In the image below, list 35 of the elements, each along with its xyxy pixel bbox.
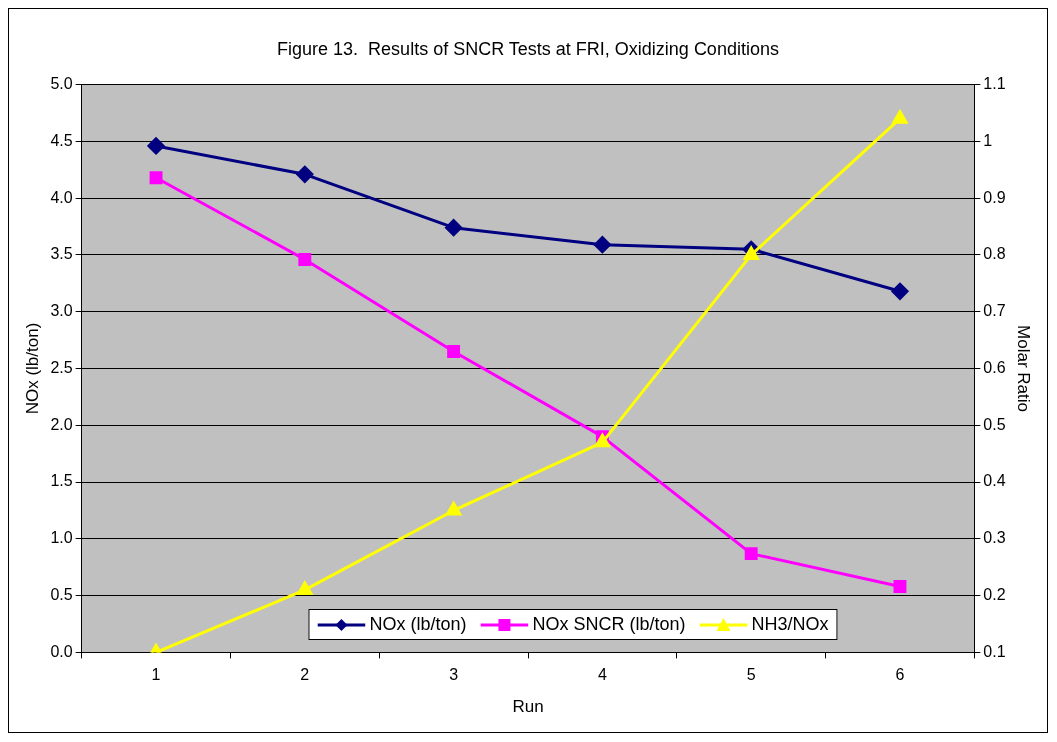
y-tick-label: 4.5 xyxy=(50,131,73,149)
y2-axis-title: Molar Ratio xyxy=(1014,325,1034,412)
y-tick-label: 3.0 xyxy=(50,302,73,320)
y2-tick-label: 0.4 xyxy=(983,472,1006,490)
y2-tick-label: 1.1 xyxy=(983,75,1006,93)
y2-tick-label: 0.3 xyxy=(983,529,1006,547)
chart-title: Figure 13. Results of SNCR Tests at FRI, Oxidizing Conditions xyxy=(277,38,779,59)
y-tick-label: 4.0 xyxy=(50,188,73,206)
y2-tick-label: 1 xyxy=(983,131,993,149)
legend-label: NH3/NOx xyxy=(751,614,829,636)
y2-tick-label: 0.6 xyxy=(983,358,1006,376)
y-tick-label: 5.0 xyxy=(50,75,73,93)
y-tick-label: 1.0 xyxy=(50,529,73,547)
y-tick-label: 3.5 xyxy=(50,245,73,263)
y2-tick-label: 0.7 xyxy=(983,302,1006,320)
y2-tick-label: 0.5 xyxy=(983,415,1006,433)
legend-label: NOx (lb/ton) xyxy=(369,614,467,636)
x-tick-label: 6 xyxy=(895,666,905,684)
x-tick-label: 4 xyxy=(597,666,607,684)
x-axis-title: Run xyxy=(512,697,544,717)
y-tick-label: 1.5 xyxy=(50,472,73,490)
y-tick-label: 0.0 xyxy=(50,642,73,660)
x-tick-label: 1 xyxy=(151,666,161,684)
x-tick-label: 5 xyxy=(746,666,756,684)
y2-tick-label: 0.9 xyxy=(983,188,1006,206)
y2-tick-label: 0.1 xyxy=(983,642,1006,660)
y-axis-title: NOx (lb/ton) xyxy=(22,322,42,415)
y-tick-label: 2.0 xyxy=(50,415,73,433)
x-tick-label: 2 xyxy=(300,666,310,684)
y-tick-label: 0.5 xyxy=(50,586,73,604)
legend-label: NOx SNCR (lb/ton) xyxy=(532,614,686,636)
y2-tick-label: 0.8 xyxy=(983,245,1006,263)
y2-tick-label: 0.2 xyxy=(983,586,1006,604)
x-tick-label: 3 xyxy=(449,666,459,684)
y-tick-label: 2.5 xyxy=(50,358,73,376)
